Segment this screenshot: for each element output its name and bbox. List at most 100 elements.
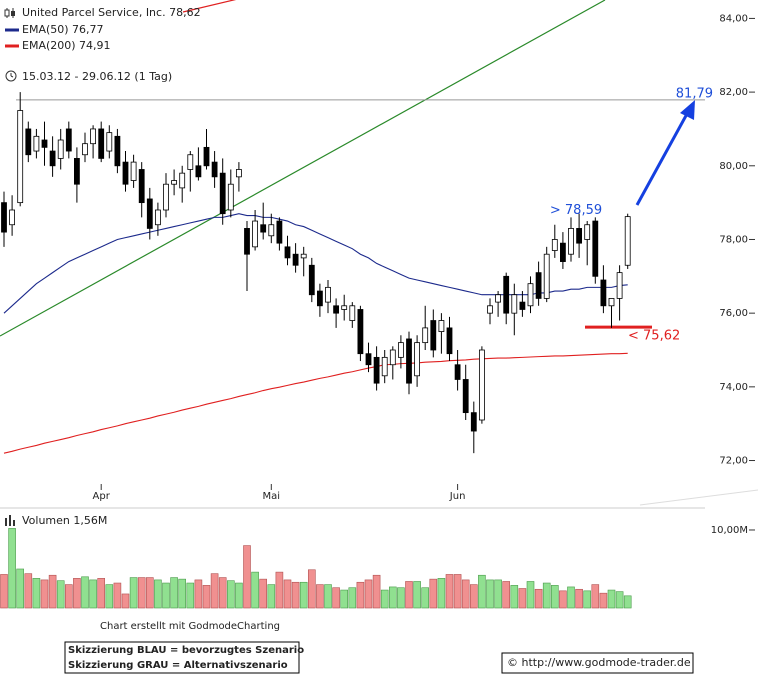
volume-bar: [413, 581, 421, 609]
candle-body: [195, 165, 202, 178]
volume-bar: [340, 589, 349, 609]
candle-body: [74, 158, 80, 185]
candle-body: [381, 356, 388, 377]
candle-body: [138, 169, 145, 204]
volume-bar: [567, 586, 575, 609]
volume-bar: [146, 577, 154, 609]
volume-bar: [405, 581, 413, 609]
candle-body: [98, 128, 105, 159]
candle-body: [1, 202, 7, 233]
candle-body: [308, 264, 315, 296]
volume-title: Volumen 1,56M: [22, 514, 107, 527]
candle-body: [535, 272, 542, 299]
candle-body: [414, 342, 421, 377]
candle-body: [130, 161, 137, 181]
candle-body: [154, 209, 161, 226]
candle-body: [560, 242, 566, 262]
candle-body: [316, 290, 323, 307]
volume-bar: [445, 574, 454, 609]
volume-bar: [162, 582, 170, 609]
credit: Chart erstellt mit GodmodeCharting: [100, 621, 280, 632]
volume-bar: [73, 578, 81, 609]
candle-body: [511, 294, 518, 314]
volume-bar: [591, 584, 600, 609]
candle-body: [341, 305, 348, 310]
candle-body: [203, 146, 210, 167]
x-tick-label: Apr: [93, 491, 111, 502]
volume-bar: [559, 590, 567, 609]
candle-body: [41, 139, 48, 148]
candle-body: [333, 305, 340, 314]
volume-bar: [429, 578, 438, 609]
chart-title: United Parcel Service, Inc. 78,62: [22, 6, 201, 19]
volume-bar: [324, 584, 332, 609]
volume-bar: [453, 574, 462, 609]
legend-text: Skizzierung BLAU = bevorzugtes Szenario: [68, 645, 304, 656]
candle-body: [438, 320, 445, 332]
volume-bar: [48, 574, 57, 609]
copyright: © http://www.godmode-trader.de: [507, 656, 691, 669]
volume-bar: [469, 584, 478, 609]
candle-body: [163, 183, 169, 211]
y-tick-label: 76,00: [719, 308, 748, 319]
candle-body: [260, 224, 267, 233]
candle-body: [357, 309, 364, 355]
volume-bar: [299, 581, 308, 609]
candle-body: [325, 286, 331, 303]
y-tick-label: 80,00: [719, 161, 748, 172]
volume-bar: [372, 574, 381, 609]
volume-bar: [380, 589, 389, 609]
volume-bar: [65, 584, 73, 609]
volume-icon: [5, 515, 15, 526]
volume-bar: [89, 579, 97, 609]
volume-bar: [356, 581, 365, 609]
volume-bar: [478, 574, 486, 609]
candle-body: [146, 198, 153, 229]
arrow-head: [680, 100, 695, 120]
volume-bar: [421, 587, 430, 609]
volume-bar: [348, 587, 357, 609]
volume-bar: [486, 579, 494, 609]
volume-bar: [243, 545, 251, 609]
volume-bar: [97, 578, 105, 609]
candle-body: [584, 224, 591, 240]
candle-body: [454, 364, 461, 380]
volume-bar: [235, 582, 243, 609]
volume-bar: [113, 582, 122, 609]
candle-body: [292, 253, 299, 266]
volume-bar: [461, 579, 470, 609]
volume-bar: [105, 584, 114, 609]
trend-line: [0, 0, 606, 337]
candle-body: [300, 253, 307, 259]
annotation: 81,79: [676, 86, 713, 101]
volume-bar: [494, 579, 502, 609]
volume-bar: [502, 581, 511, 609]
volume-bar: [202, 585, 211, 609]
candle-body: [592, 220, 599, 277]
candle-body: [227, 183, 234, 211]
candle-body: [373, 356, 380, 384]
candle-body: [478, 349, 485, 421]
volume-bar: [526, 581, 535, 609]
candle-body: [9, 209, 16, 226]
volume-bar: [307, 569, 316, 609]
candle-body: [82, 143, 88, 156]
volume-bar: [283, 579, 292, 609]
volume-bar: [599, 592, 608, 609]
candle-body: [179, 172, 186, 189]
volume-bar: [364, 579, 373, 609]
volume-bar: [137, 577, 146, 609]
volume-bar: [218, 577, 227, 609]
volume-bar: [332, 587, 340, 609]
candle-body: [49, 150, 56, 167]
candle-body: [389, 349, 396, 366]
candle-body: [276, 220, 283, 244]
volume-bar: [316, 584, 324, 609]
volume-bar: [275, 571, 284, 609]
y-tick-label: 82,00: [719, 87, 748, 98]
y-tick-label: 74,00: [719, 382, 748, 393]
candle-body: [576, 228, 582, 244]
volume-bar: [615, 591, 624, 609]
trend-line: [182, 0, 237, 13]
